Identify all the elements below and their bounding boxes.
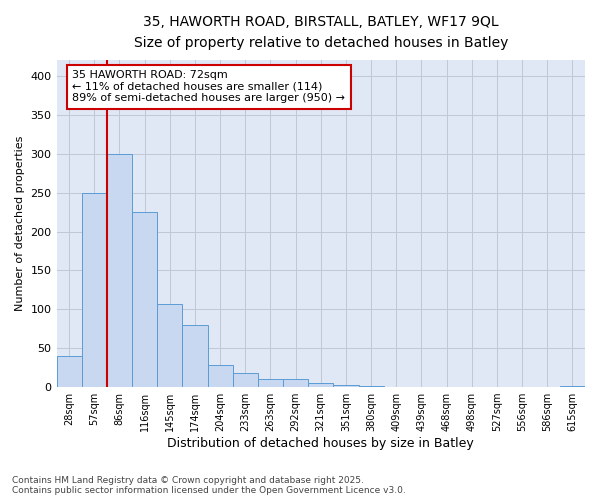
- Bar: [208, 366, 233, 387]
- Bar: [182, 325, 208, 387]
- Bar: [82, 192, 107, 387]
- Y-axis label: Number of detached properties: Number of detached properties: [15, 136, 25, 312]
- Bar: [157, 304, 182, 387]
- Title: 35, HAWORTH ROAD, BIRSTALL, BATLEY, WF17 9QL
Size of property relative to detach: 35, HAWORTH ROAD, BIRSTALL, BATLEY, WF17…: [134, 15, 508, 50]
- Bar: [560, 386, 585, 387]
- Bar: [132, 212, 157, 387]
- Bar: [283, 380, 308, 387]
- Text: Contains HM Land Registry data © Crown copyright and database right 2025.
Contai: Contains HM Land Registry data © Crown c…: [12, 476, 406, 495]
- Bar: [107, 154, 132, 387]
- Bar: [56, 356, 82, 387]
- Bar: [359, 386, 383, 387]
- X-axis label: Distribution of detached houses by size in Batley: Distribution of detached houses by size …: [167, 437, 474, 450]
- Bar: [308, 383, 334, 387]
- Bar: [233, 373, 258, 387]
- Bar: [258, 378, 283, 387]
- Bar: [334, 385, 359, 387]
- Text: 35 HAWORTH ROAD: 72sqm
← 11% of detached houses are smaller (114)
89% of semi-de: 35 HAWORTH ROAD: 72sqm ← 11% of detached…: [73, 70, 346, 104]
